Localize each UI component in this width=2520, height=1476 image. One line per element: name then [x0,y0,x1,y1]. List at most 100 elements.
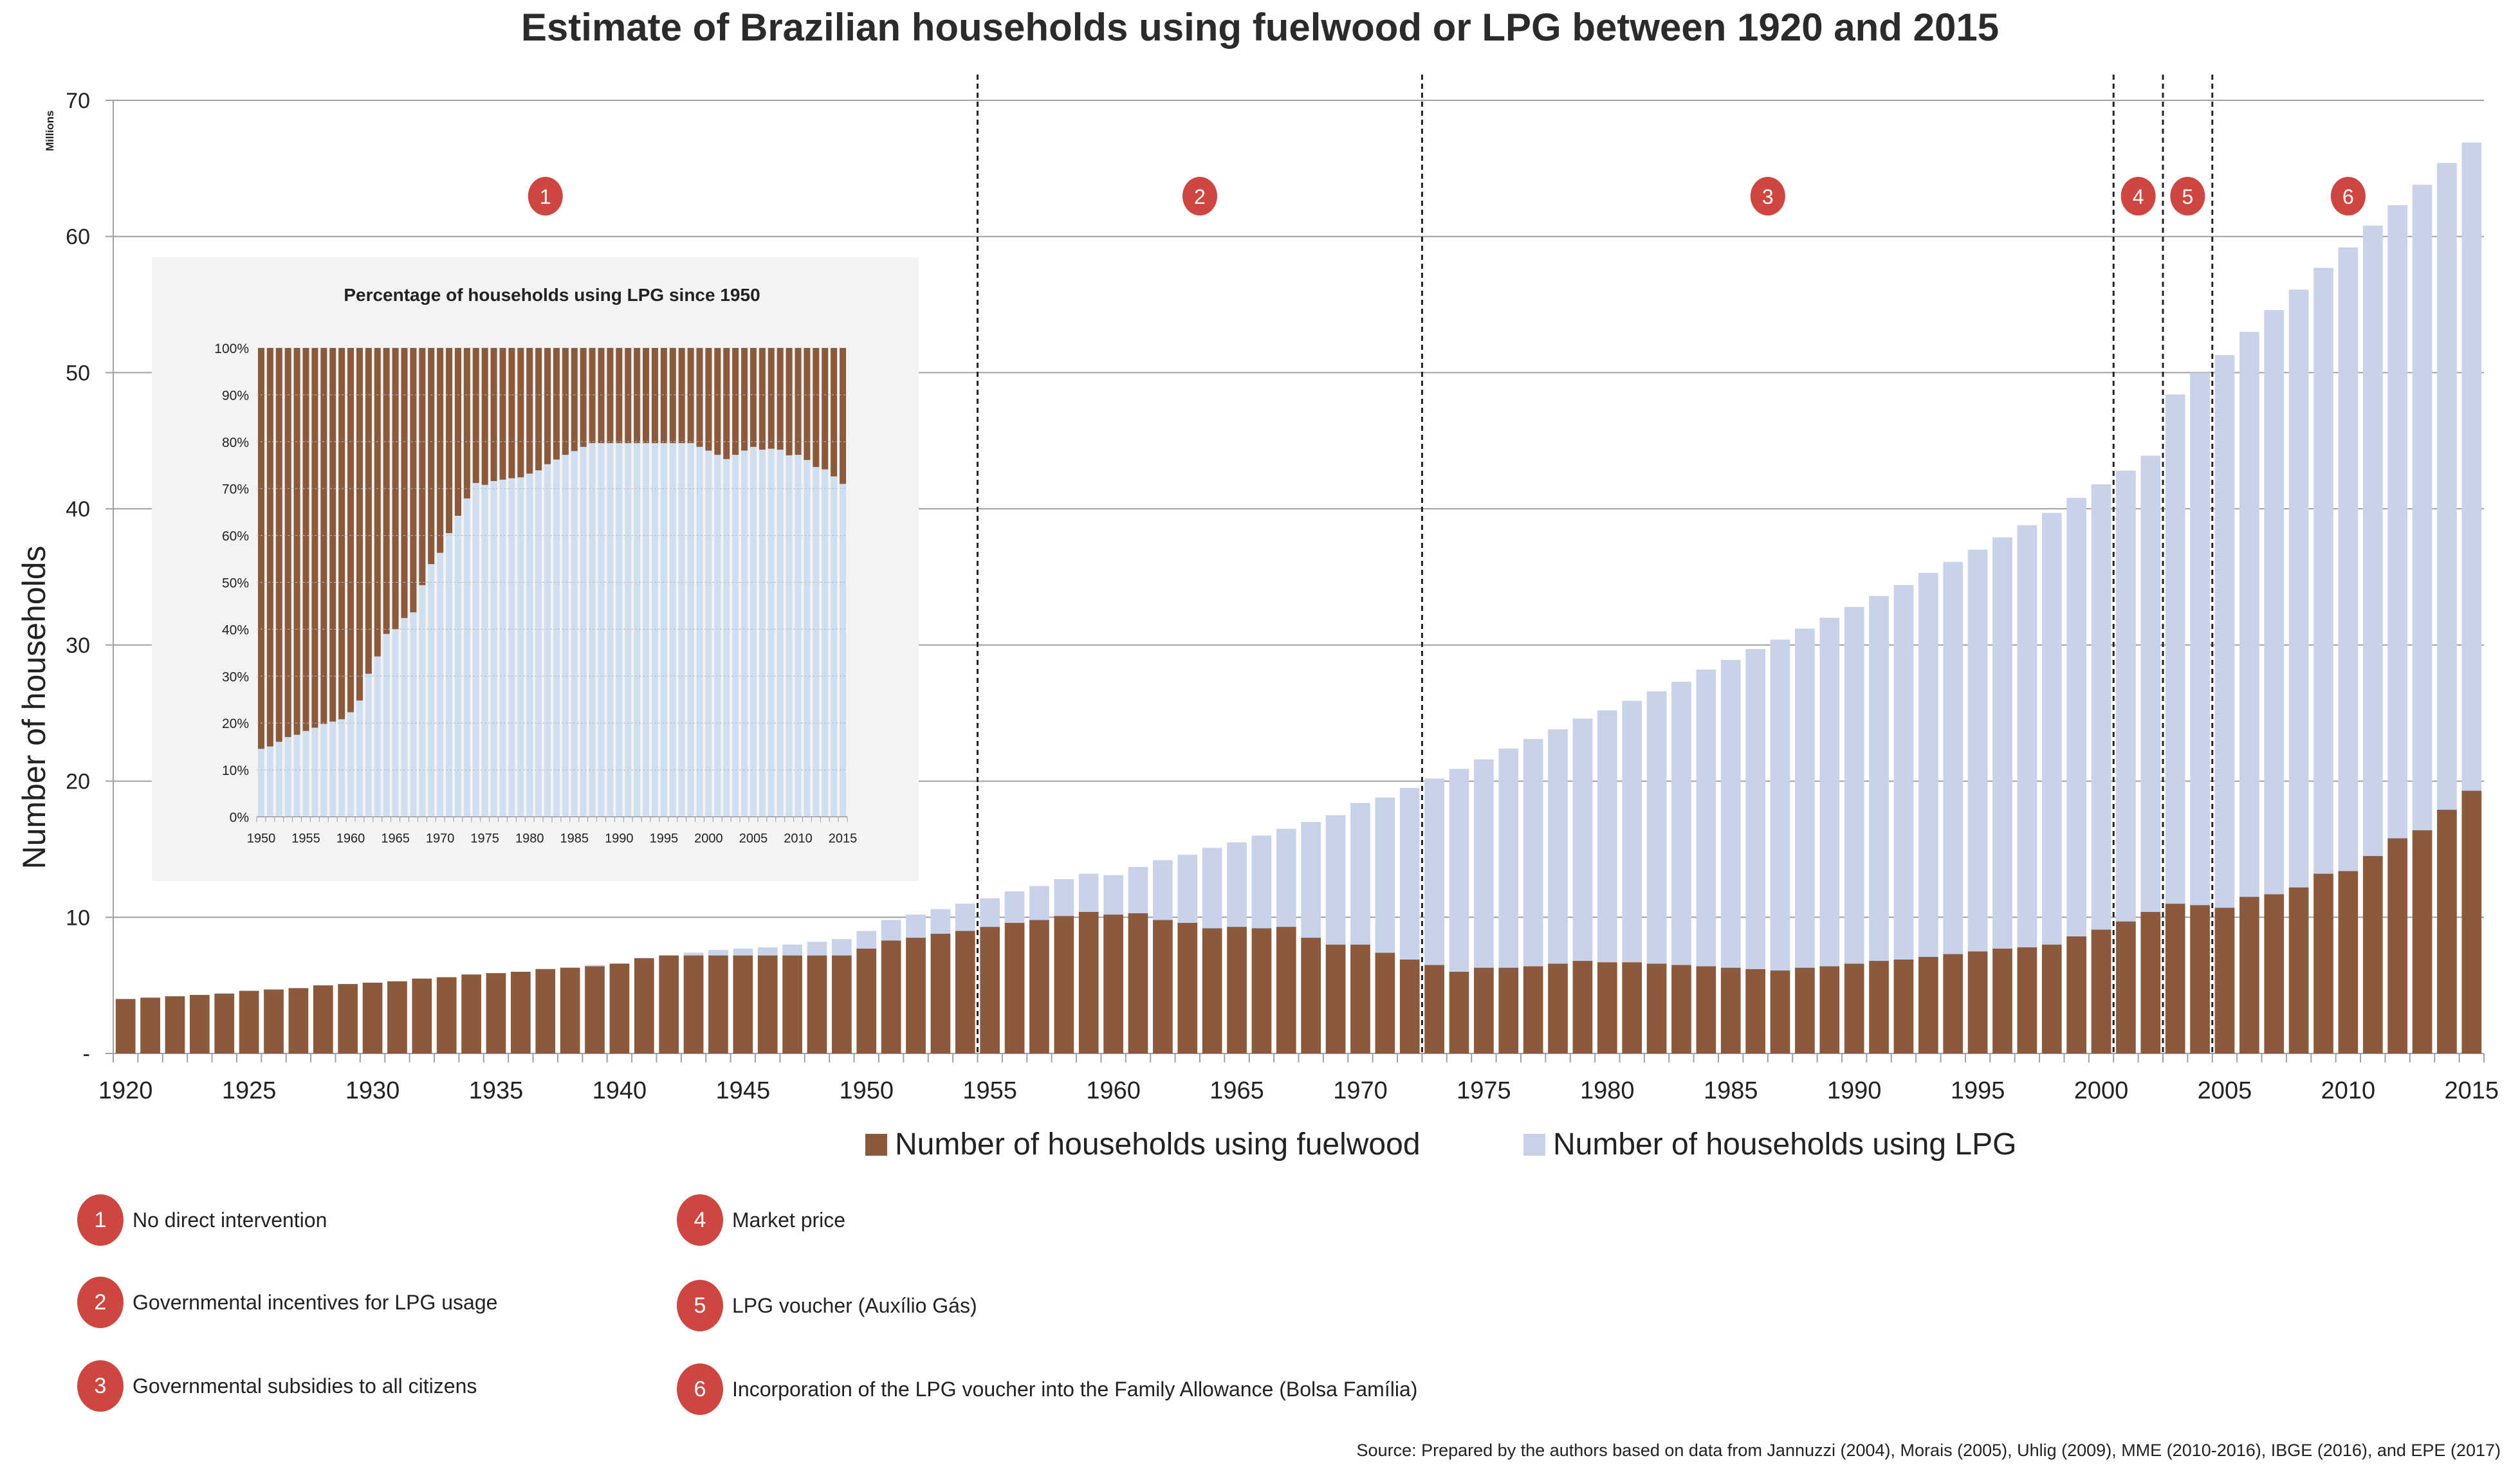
bar-fuelwood-1976 [1498,967,1519,1053]
inset-bar-lpg-1950 [257,749,264,817]
bar-lpg-2009 [2313,268,2333,874]
period-marker-label: 3 [1762,185,1774,208]
bar-fuelwood-1925 [239,990,259,1053]
inset-bar-lpg-1973 [463,498,470,817]
inset-bar-fuelwood-1973 [463,348,470,499]
inset-bar-lpg-1954 [293,734,300,817]
inset-bar-fuelwood-1978 [508,348,515,478]
bar-fuelwood-2015 [2461,790,2482,1053]
bar-fuelwood-1947 [782,955,802,1053]
bar-fuelwood-2010 [2338,871,2359,1053]
bar-fuelwood-1939 [585,966,605,1053]
bar-fuelwood-1920 [115,999,136,1053]
bar-fuelwood-1970 [1350,944,1370,1053]
y-tick-label: - [83,1042,90,1066]
bar-lpg-1966 [1251,835,1272,929]
bar-lpg-1961 [1128,866,1148,913]
inset-x-tick-label: 1975 [470,832,499,846]
bar-fuelwood-2002 [2140,911,2161,1053]
bar-fuelwood-1986 [1745,969,1765,1053]
bar-lpg-1985 [1720,660,1741,968]
bar-lpg-1955 [980,898,1000,927]
x-tick-label: 1920 [98,1077,153,1104]
inset-x-tick-label: 1995 [650,832,679,846]
bar-lpg-1957 [1029,886,1049,920]
bar-lpg-2011 [2362,225,2383,857]
inset-bar-fuelwood-1954 [293,348,300,735]
inset-bar-lpg-1995 [660,442,667,817]
y-tick-label: 40 [66,497,90,522]
inset-bar-fuelwood-2007 [768,348,775,449]
bar-fuelwood-2008 [2288,887,2309,1053]
period-marker-badge [2330,177,2366,215]
bar-fuelwood-1921 [140,998,160,1053]
note-item: 5 LPG voucher (Auxílio Gás) [677,1280,977,1331]
inset-bar-fuelwood-1996 [669,348,676,443]
note-item: 2 Governmental incentives for LPG usage [77,1277,497,1328]
bar-fuelwood-1980 [1597,962,1617,1053]
bar-fuelwood-1940 [609,963,630,1053]
inset-bar-lpg-1997 [678,442,685,817]
inset-bar-lpg-1999 [696,446,703,817]
inset-bar-fuelwood-1999 [696,348,703,447]
inset-bar-fuelwood-1975 [481,348,488,485]
inset-bar-lpg-1991 [625,442,632,817]
inset-y-tick-label: 10% [222,763,249,778]
bar-lpg-1976 [1498,748,1519,968]
inset-bar-lpg-1990 [616,442,623,817]
inset-bar-lpg-2014 [831,476,838,817]
bar-lpg-1962 [1153,860,1173,920]
inset-bar-lpg-1981 [535,470,542,817]
inset-bar-lpg-2006 [759,450,766,817]
note-item: 4 Market price [677,1194,845,1246]
inset-bar-lpg-1952 [275,742,282,817]
note-text: Governmental incentives for LPG usage [133,1290,498,1314]
bar-fuelwood-1982 [1646,963,1667,1053]
inset-bar-fuelwood-1970 [437,348,444,553]
inset-bar-lpg-1956 [311,727,318,817]
bar-fuelwood-2014 [2437,810,2457,1053]
x-tick-label: 1955 [962,1077,1017,1104]
x-tick-label: 1980 [1580,1077,1635,1104]
note-badge: 3 [77,1360,124,1412]
bar-fuelwood-1965 [1227,927,1247,1053]
bar-fuelwood-1923 [189,994,210,1053]
legend-item-lpg: Number of households using LPG [1523,1127,2016,1162]
x-tick-label: 2010 [2321,1077,2376,1104]
bar-lpg-1986 [1745,649,1765,969]
period-marker-badge [2170,177,2205,215]
y-unit-label: Millions [44,111,56,151]
bar-fuelwood-1930 [362,982,383,1053]
inset-bar-fuelwood-1997 [678,348,685,443]
bar-lpg-1992 [1893,585,1914,960]
bar-fuelwood-2001 [2116,921,2136,1053]
inset-bar-lpg-2004 [741,450,748,817]
note-text: Governmental subsidies to all citizens [133,1374,477,1398]
bar-fuelwood-1936 [511,971,531,1053]
inset-bar-fuelwood-2001 [714,348,721,455]
inset-bar-fuelwood-1981 [535,348,542,471]
inset-bar-fuelwood-2011 [804,348,811,460]
period-marker-badge [1750,177,1785,215]
inset-bar-lpg-1962 [365,673,372,817]
inset-bar-fuelwood-1989 [607,348,614,443]
bar-fuelwood-1979 [1572,961,1593,1053]
bar-fuelwood-1926 [264,989,284,1053]
bar-lpg-2005 [2214,354,2235,908]
note-badge: 1 [77,1194,124,1246]
bar-fuelwood-1958 [1054,916,1074,1053]
bar-fuelwood-1988 [1795,967,1815,1053]
bar-lpg-1959 [1078,873,1099,912]
inset-bar-lpg-2000 [705,450,712,817]
bar-lpg-2012 [2387,205,2408,839]
bar-fuelwood-1991 [1869,961,1889,1053]
bar-fuelwood-1945 [733,955,753,1053]
inset-bar-fuelwood-2005 [750,348,757,447]
inset-x-tick-label: 1970 [426,832,455,846]
period-marker-label: 4 [2133,185,2144,208]
bar-fuelwood-1981 [1622,962,1642,1053]
bar-fuelwood-1938 [560,967,580,1053]
inset-bar-fuelwood-2013 [822,348,829,469]
inset-y-tick-label: 20% [222,716,249,731]
